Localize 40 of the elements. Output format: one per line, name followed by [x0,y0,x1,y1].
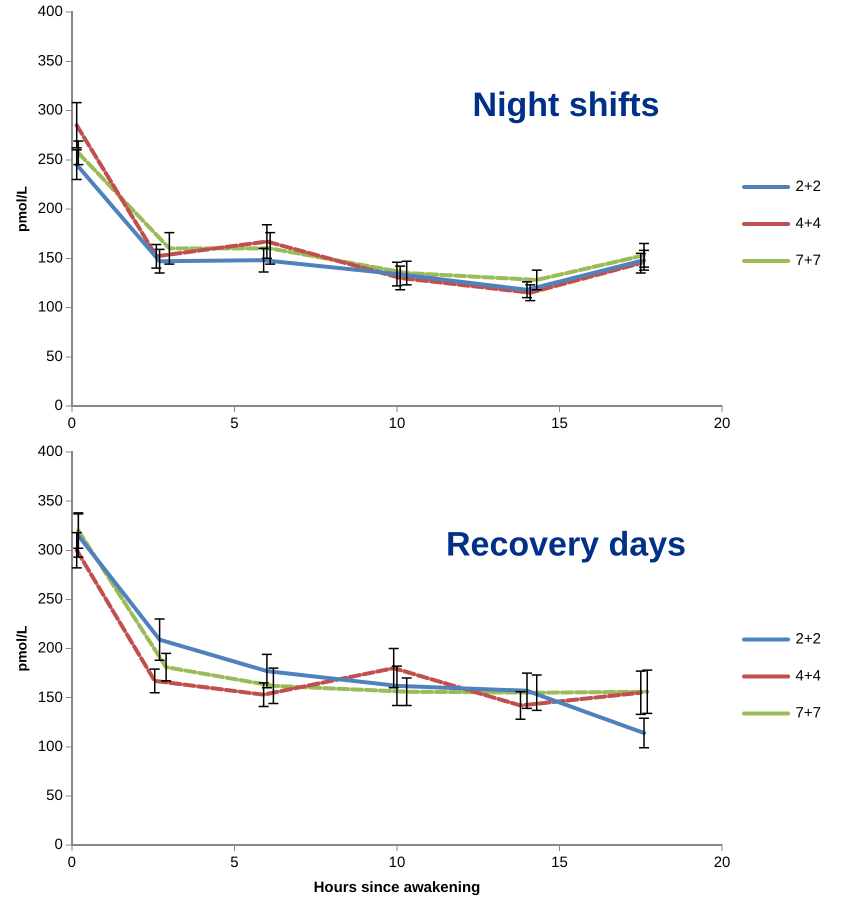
x-tick-label: 15 [551,415,568,432]
y-tick-label: 100 [38,298,63,316]
y-tick-label: 400 [38,443,63,460]
y-tick-label: 0 [54,397,63,414]
y-tick-label: 200 [38,200,63,218]
text: Night shifts [472,86,660,124]
text: Recovery days [446,526,686,564]
y-tick-label: 150 [38,688,63,706]
legend-label: 4+4 [796,215,822,232]
y-tick-label: 200 [38,640,63,657]
x-tick-label: 10 [388,854,406,872]
legend-label: 7+7 [796,252,822,270]
legend-label: 7+7 [796,704,822,722]
y-tick-label: 300 [38,102,63,119]
x-tick-label: 15 [551,854,568,872]
y-tick-label: 350 [38,52,63,70]
x-tick-label: 20 [714,854,730,872]
legend-label: 2+2 [796,178,822,196]
x-tick-label: 0 [68,854,76,872]
y-tick-label: 350 [38,492,63,510]
y-tick-label: 50 [46,787,63,804]
y-axis-title: pmol/L [13,625,30,672]
x-tick-label: 5 [230,854,239,872]
x-tick-label: 20 [714,415,730,432]
y-tick-label: 50 [46,348,63,365]
line-series [76,150,646,282]
y-tick-label: 400 [38,3,63,20]
x-tick-label: 10 [388,415,406,432]
y-tick-label: 0 [54,836,63,854]
y-tick-label: 250 [38,590,63,608]
y-axis-title: pmol/L [13,186,30,232]
y-tick-label: 250 [38,150,63,168]
legend-label: 4+4 [796,668,822,685]
y-tick-label: 300 [38,541,63,558]
y-tick-label: 150 [38,249,63,266]
x-tick-label: 5 [230,415,239,432]
legend-label: 2+2 [796,630,822,648]
x-tick-label: 0 [68,415,76,432]
y-tick-label: 100 [38,738,63,755]
x-axis-title: Hours since awakening [314,879,480,896]
